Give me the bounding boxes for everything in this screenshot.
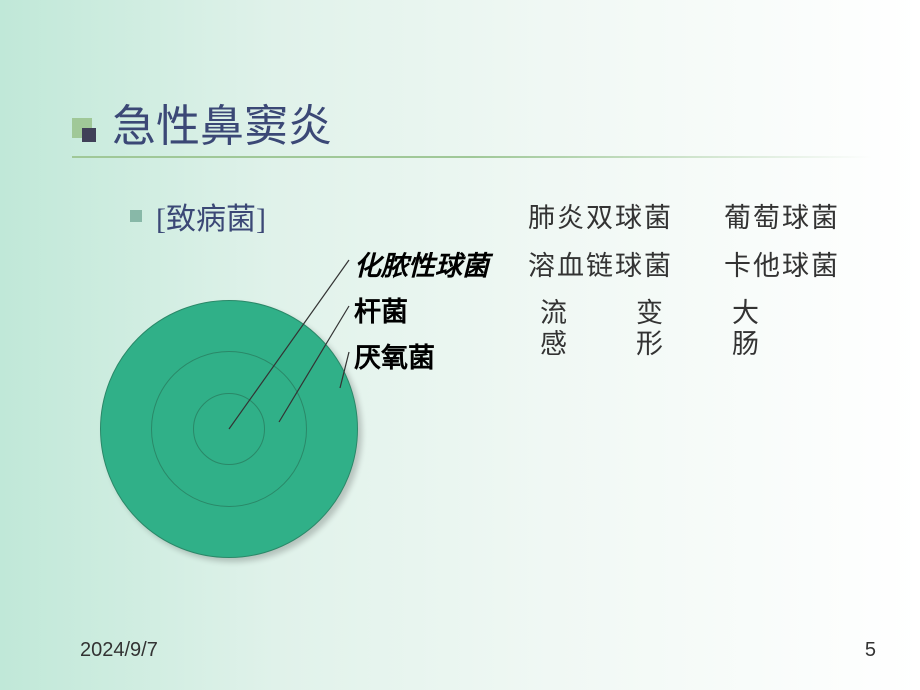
diagram-label-3: 厌氧菌 (354, 336, 435, 375)
diagram-label-1: 化脓性球菌 (354, 244, 489, 283)
vt-char: 大 (732, 298, 759, 329)
footer-page-number: 5 (865, 639, 876, 662)
vt-char: 流 (540, 298, 567, 329)
right-text-1: 肺炎双球菌 (528, 196, 673, 235)
vt-char: 形 (636, 329, 663, 360)
right-text-4: 卡他球菌 (724, 244, 840, 283)
slide-container: 急性鼻窦炎 [致病菌] 化脓性球菌 杆菌 厌氧菌 肺炎双球菌 葡萄球菌 溶血链球… (0, 0, 920, 690)
vt-char: 肠 (732, 329, 759, 360)
vertical-text-2: 变 形 (636, 298, 663, 360)
vt-char: 感 (540, 329, 567, 360)
leader-lines (0, 0, 920, 690)
right-text-3: 溶血链球菌 (528, 244, 673, 283)
footer-date: 2024/9/7 (80, 639, 158, 662)
vertical-text-1: 流 感 (540, 298, 567, 360)
diagram-label-2: 杆菌 (354, 290, 408, 329)
right-text-2: 葡萄球菌 (724, 196, 840, 235)
vt-char: 变 (636, 298, 663, 329)
vertical-text-3: 大 肠 (732, 298, 759, 360)
